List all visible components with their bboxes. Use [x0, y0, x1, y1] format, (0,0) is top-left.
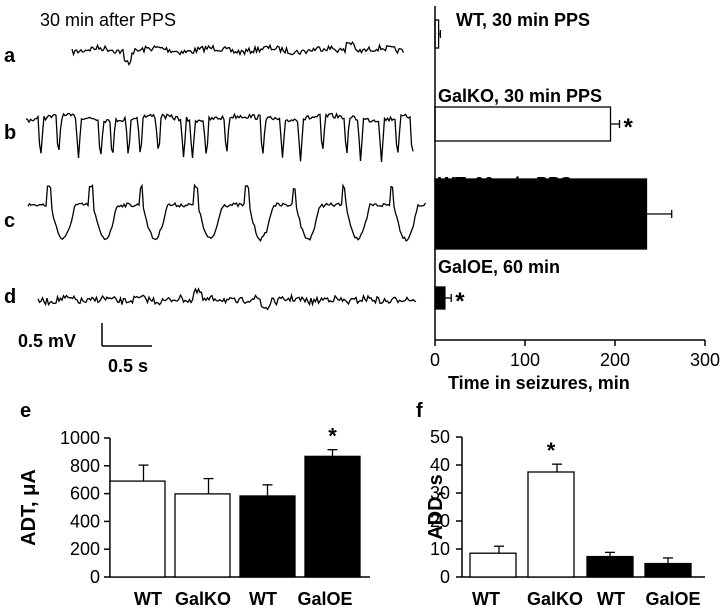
- trace-label-d: d: [4, 286, 16, 308]
- x-tick-label: 0: [430, 350, 440, 370]
- y-tick-label: 800: [70, 456, 100, 476]
- category-label: WT, 30 min PPS: [456, 10, 590, 30]
- y-tick-label: 400: [70, 511, 100, 531]
- trace-label-b: b: [4, 122, 16, 144]
- category-label: GalOE, 60 min: [438, 257, 560, 277]
- eeg-trace-c: [27, 183, 427, 242]
- category-label: WT: [597, 589, 625, 608]
- bar: [644, 562, 692, 578]
- y-tick-label: 0: [90, 567, 100, 587]
- significance-marker: *: [624, 114, 634, 141]
- significance-marker: *: [455, 288, 465, 315]
- y-tick-label: 0: [440, 567, 450, 587]
- eeg-trace-d: [37, 287, 417, 311]
- category-label: GalOE: [297, 589, 352, 608]
- scalebar-time: 0.5 s: [108, 356, 148, 376]
- y-tick-label: 1000: [60, 428, 100, 448]
- category-label: GalKO: [527, 589, 583, 608]
- bar: [434, 106, 612, 142]
- add-chart: 0 10 20 30 40 50 WT * GalKO WT GalOE ADD, s: [425, 427, 705, 608]
- x-tick-label: 300: [690, 350, 720, 370]
- bar: [586, 555, 634, 578]
- y-axis-label: ADT, μA: [18, 469, 40, 546]
- scalebar-voltage: 0.5 mV: [18, 331, 76, 351]
- bar: [434, 286, 446, 310]
- adt-chart: 0 200 400 600 800 1000 WT GalKO WT * GalOE ADT, μA: [18, 424, 370, 608]
- category-label: WT, 60 min PPS: [438, 174, 572, 194]
- y-axis-label: ADD, s: [425, 474, 447, 540]
- category-label: WT: [134, 589, 162, 608]
- x-axis-label: Time in seizures, min: [448, 373, 630, 393]
- y-tick-label: 10: [430, 539, 450, 559]
- y-tick-label: 600: [70, 484, 100, 504]
- category-label: GalOE: [645, 589, 700, 608]
- traces-title: 30 min after PPS: [40, 10, 176, 30]
- category-label: GalKO, 30 min PPS: [438, 86, 602, 106]
- seizure-time-chart: WT, 30 min PPS GalKO, 30 min PPS * WT, 60 m…: [430, 6, 720, 393]
- bar: [469, 552, 517, 578]
- scale-bar: [101, 323, 152, 347]
- trace-label-a: a: [4, 45, 16, 67]
- y-tick-label: 20: [430, 511, 450, 531]
- x-tick-label: 100: [510, 350, 540, 370]
- significance-marker: *: [328, 424, 337, 449]
- bar: [239, 495, 296, 578]
- y-tick-label: 30: [430, 483, 450, 503]
- trace-label-c: c: [4, 210, 15, 232]
- category-label: WT: [472, 589, 500, 608]
- y-tick-label: 50: [430, 427, 450, 447]
- category-label: WT: [249, 589, 277, 608]
- panel-label-f: f: [416, 400, 423, 422]
- bar: [304, 455, 361, 578]
- bar: [527, 471, 575, 578]
- panel-label-e: e: [20, 400, 31, 422]
- bar: [109, 480, 166, 578]
- y-tick-label: 40: [430, 455, 450, 475]
- eeg-trace-a: [71, 41, 405, 67]
- x-tick-label: 200: [600, 350, 630, 370]
- bar: [174, 493, 231, 578]
- y-tick-label: 200: [70, 539, 100, 559]
- eeg-trace-b: [25, 112, 414, 163]
- significance-marker: *: [547, 438, 556, 463]
- category-label: GalKO: [175, 589, 231, 608]
